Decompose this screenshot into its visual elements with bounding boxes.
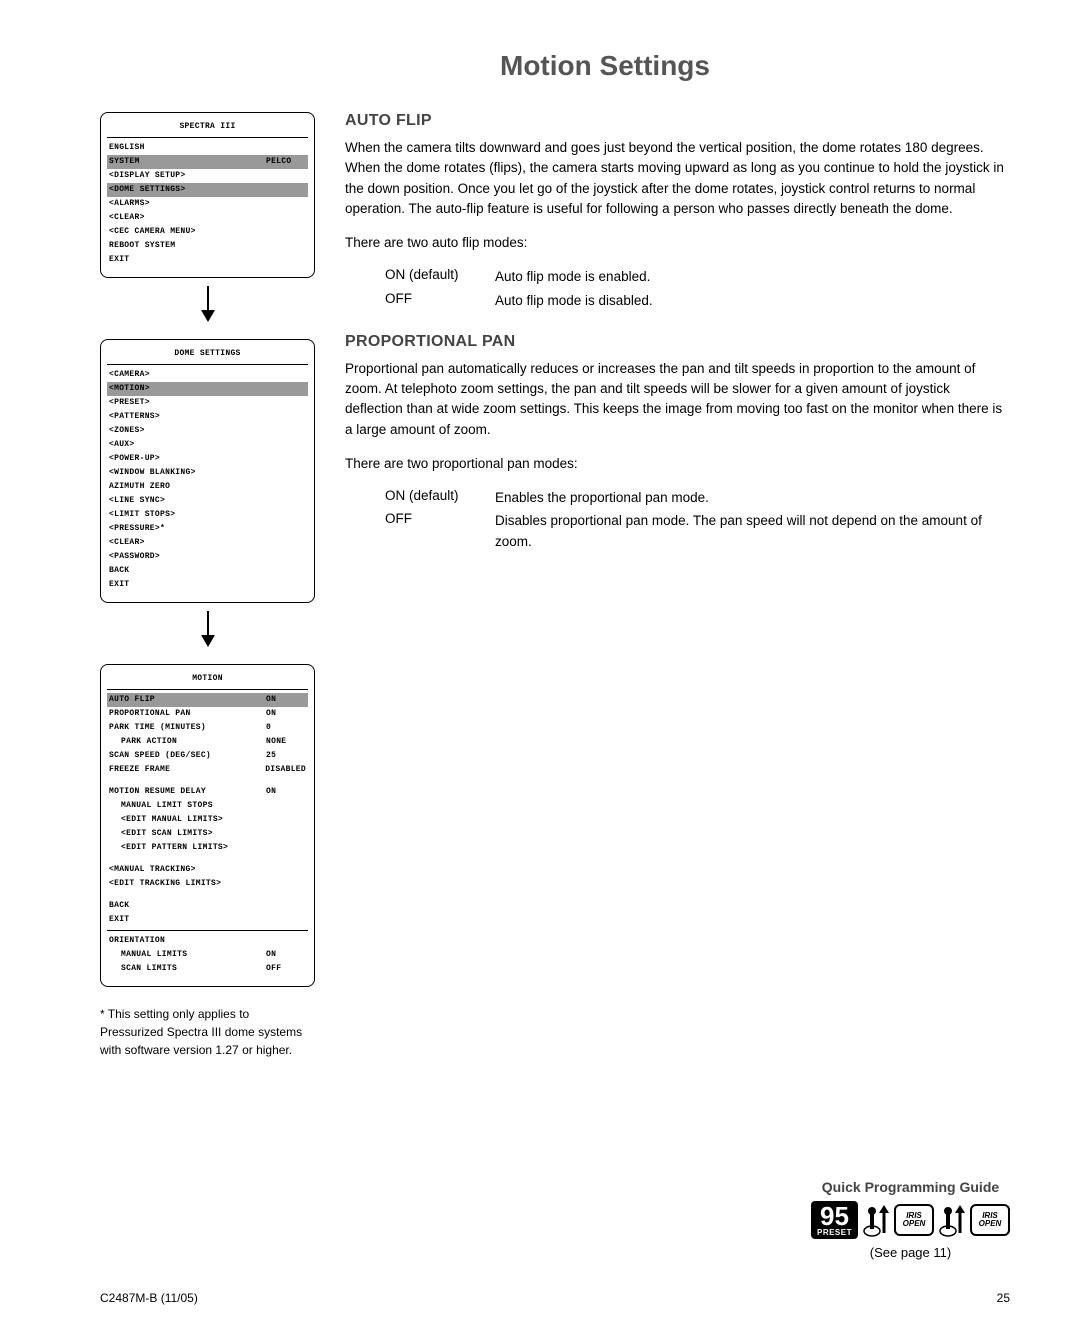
section-title-autoflip: AUTO FLIP [345,112,1010,130]
menu-item: BACK [107,564,308,578]
autoflip-modes: ON (default)Auto flip mode is enabled. OF… [385,267,1010,311]
menu-item: PARK TIME (MINUTES)0 [107,721,308,735]
menu-item: <CEC CAMERA MENU> [107,225,308,239]
menu-box-dome-settings: DOME SETTINGS <CAMERA><MOTION><PRESET><P… [100,339,315,603]
menu-item: SCAN SPEED (DEG/SEC)25 [107,749,308,763]
menu-item: <POWER-UP> [107,452,308,466]
menu-item: EXIT [107,913,308,927]
menu-item: <ZONES> [107,424,308,438]
arrow-down-icon [100,611,315,652]
menu-box-spectra: SPECTRA III ENGLISHSYSTEMPELCO<DISPLAY S… [100,112,315,278]
menu-item: <EDIT PATTERN LIMITS> [107,841,308,855]
menu-title: DOME SETTINGS [107,348,308,360]
menu-item: REBOOT SYSTEM [107,239,308,253]
iris-open-icon: IRISOPEN [970,1204,1010,1236]
menu-title: MOTION [107,673,308,685]
menu-item: <LIMIT STOPS> [107,508,308,522]
menu-item: <EDIT MANUAL LIMITS> [107,813,308,827]
mode-row: OFFAuto flip mode is disabled. [385,291,1010,311]
footnote-text: * This setting only applies to Pressuriz… [100,1005,315,1059]
mode-row: OFFDisables proportional pan mode. The p… [385,511,1010,552]
iris-open-icon: IRISOPEN [894,1204,934,1236]
menu-item: EXIT [107,253,308,267]
menu-item: PROPORTIONAL PANON [107,707,308,721]
footer-page-number: 25 [997,1291,1010,1305]
joystick-up-icon [861,1203,891,1237]
right-column: AUTO FLIP When the camera tilts downward… [345,112,1010,1059]
left-column: SPECTRA III ENGLISHSYSTEMPELCO<DISPLAY S… [100,112,315,1059]
joystick-up-icon [937,1203,967,1237]
menu-item: <PASSWORD> [107,550,308,564]
menu-item: <PRESET> [107,396,308,410]
arrow-down-icon [100,286,315,327]
menu-item: PARK ACTIONNONE [107,735,308,749]
autoflip-para2: There are two auto flip modes: [345,233,1010,253]
menu-item: ENGLISH [107,141,308,155]
preset-icon: 95 PRESET [811,1201,858,1239]
mode-row: ON (default)Auto flip mode is enabled. [385,267,1010,287]
menu-item: ORIENTATION [107,934,308,948]
menu-item: <AUX> [107,438,308,452]
menu-item: <WINDOW BLANKING> [107,466,308,480]
menu-item: MOTION RESUME DELAYON [107,785,308,799]
guide-title: Quick Programming Guide [811,1179,1010,1195]
menu-item: <EDIT SCAN LIMITS> [107,827,308,841]
menu-item: <LINE SYNC> [107,494,308,508]
proppan-para2: There are two proportional pan modes: [345,454,1010,474]
menu-item: <EDIT TRACKING LIMITS> [107,877,308,891]
guide-subtext: (See page 11) [811,1245,1010,1260]
menu-item: SCAN LIMITSOFF [107,962,308,976]
menu-item: BACK [107,899,308,913]
menu-item: SYSTEMPELCO [107,155,308,169]
menu-title: SPECTRA III [107,121,308,133]
page-title: Motion Settings [200,50,1010,82]
footer-left: C2487M-B (11/05) [100,1291,198,1305]
menu-item: <CLEAR> [107,211,308,225]
menu-item: <MOTION> [107,382,308,396]
page-footer: C2487M-B (11/05) 25 [100,1291,1010,1305]
menu-item: EXIT [107,578,308,592]
menu-item: <DISPLAY SETUP> [107,169,308,183]
menu-item: <DOME SETTINGS> [107,183,308,197]
menu-item: FREEZE FRAMEDISABLED [107,763,308,777]
menu-item: <PATTERNS> [107,410,308,424]
menu-item: MANUAL LIMITSON [107,948,308,962]
menu-item: AUTO FLIPON [107,693,308,707]
proppan-modes: ON (default)Enables the proportional pan… [385,488,1010,552]
menu-item: <CLEAR> [107,536,308,550]
mode-row: ON (default)Enables the proportional pan… [385,488,1010,508]
menu-item: <MANUAL TRACKING> [107,863,308,877]
menu-box-motion: MOTION AUTO FLIPONPROPORTIONAL PANONPARK… [100,664,315,987]
menu-item: AZIMUTH ZERO [107,480,308,494]
menu-item: <CAMERA> [107,368,308,382]
menu-item: <PRESSURE>* [107,522,308,536]
menu-item: <ALARMS> [107,197,308,211]
proppan-para1: Proportional pan automatically reduces o… [345,359,1010,440]
quick-programming-guide: Quick Programming Guide 95 PRESET IRISOP… [811,1179,1010,1260]
autoflip-para1: When the camera tilts downward and goes … [345,138,1010,219]
section-title-proppan: PROPORTIONAL PAN [345,333,1010,351]
menu-item: MANUAL LIMIT STOPS [107,799,308,813]
